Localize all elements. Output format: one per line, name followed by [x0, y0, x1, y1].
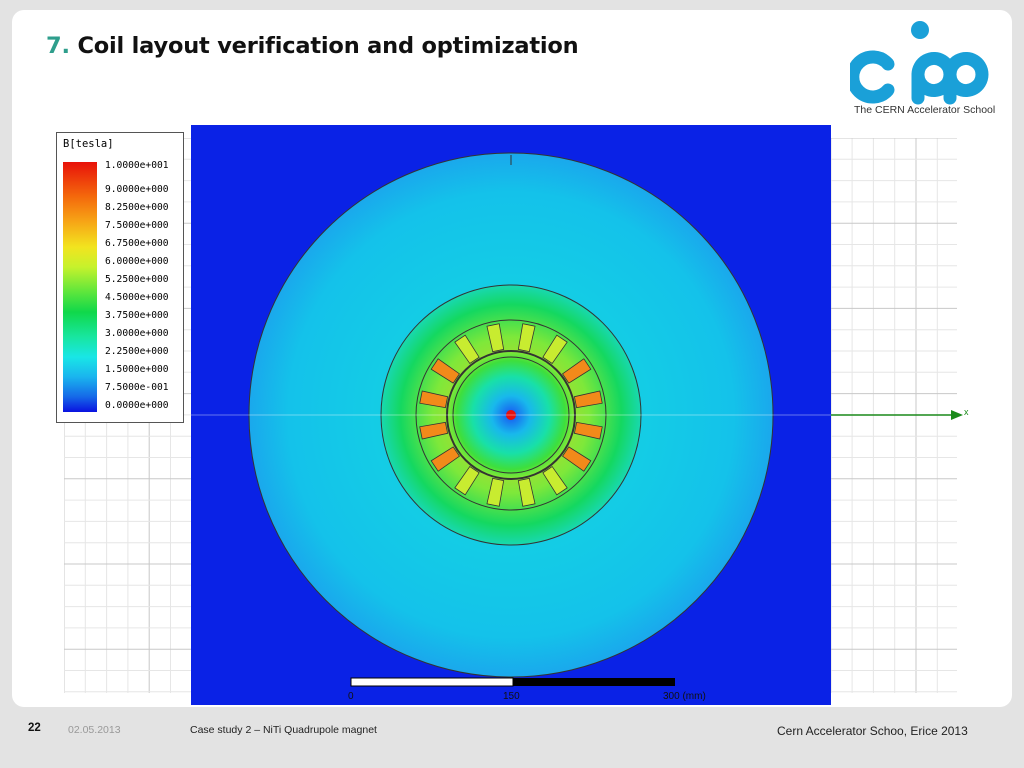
legend-label: 3.0000e+000: [105, 328, 169, 339]
coil-block: [517, 323, 536, 353]
coil-block: [486, 323, 505, 353]
coil-block: [419, 390, 449, 409]
coil-block: [486, 477, 505, 507]
field-map-plot: 0 150 300 (mm): [191, 125, 831, 705]
logo-caption: The CERN Accelerator School: [854, 104, 996, 116]
coil-block: [454, 334, 480, 364]
coil-block: [562, 446, 592, 472]
scale-bar-black: [513, 678, 675, 686]
coil-block: [454, 466, 480, 496]
legend-labels: 1.0000e+001 9.0000e+000 8.2500e+000 7.5000e…: [105, 160, 183, 416]
coil-block: [430, 358, 460, 384]
legend-title: B[tesla]: [63, 138, 114, 150]
coil-block: [419, 421, 449, 440]
legend-label: 1.5000e+000: [105, 364, 169, 375]
footer-title: Case study 2 – NiTi Quadrupole magnet: [190, 724, 377, 736]
footer-event: Cern Accelerator Schoo, Erice 2013: [777, 724, 968, 738]
title-number: 7.: [46, 33, 70, 59]
coil-block: [430, 446, 460, 472]
coil-block: [573, 421, 603, 440]
coil-block: [517, 477, 536, 507]
coil-block: [542, 466, 568, 496]
scale-label-300: 300 (mm): [663, 691, 706, 702]
legend-label: 5.2500e+000: [105, 274, 169, 285]
legend-color-bar: [63, 162, 97, 412]
slide-title: 7. Coil layout verification and optimiza…: [46, 33, 579, 59]
scale-bar-white: [350, 677, 514, 687]
legend-label: 4.5000e+000: [105, 292, 169, 303]
legend-label: 3.7500e+000: [105, 310, 169, 321]
scale-label-150: 150: [503, 691, 520, 702]
color-legend: B[tesla] 1.0000e+001 9.0000e+000 8.2500e+0…: [56, 132, 184, 423]
footer-date: 02.05.2013: [68, 724, 121, 736]
coil-block: [542, 334, 568, 364]
coil-block: [573, 390, 603, 409]
coil-blocks: [419, 323, 603, 507]
legend-label: 1.0000e+001: [105, 160, 169, 171]
coil-block: [562, 358, 592, 384]
legend-label: 8.2500e+000: [105, 202, 169, 213]
legend-label: 0.0000e+000: [105, 400, 169, 411]
slide: 7. Coil layout verification and optimiza…: [12, 10, 1012, 707]
legend-label: 6.0000e+000: [105, 256, 169, 267]
scale-label-0: 0: [348, 691, 354, 702]
x-axis-arrow: x: [831, 407, 969, 420]
cas-logo: [850, 21, 989, 105]
legend-label: 7.5000e+000: [105, 220, 169, 231]
legend-label: 6.7500e+000: [105, 238, 169, 249]
legend-label: 2.2500e+000: [105, 346, 169, 357]
x-axis-label: x: [964, 407, 969, 417]
page-number: 22: [28, 722, 41, 734]
legend-label: 9.0000e+000: [105, 184, 169, 195]
title-text: Coil layout verification and optimizatio…: [69, 33, 579, 59]
legend-label: 7.5000e-001: [105, 382, 169, 393]
